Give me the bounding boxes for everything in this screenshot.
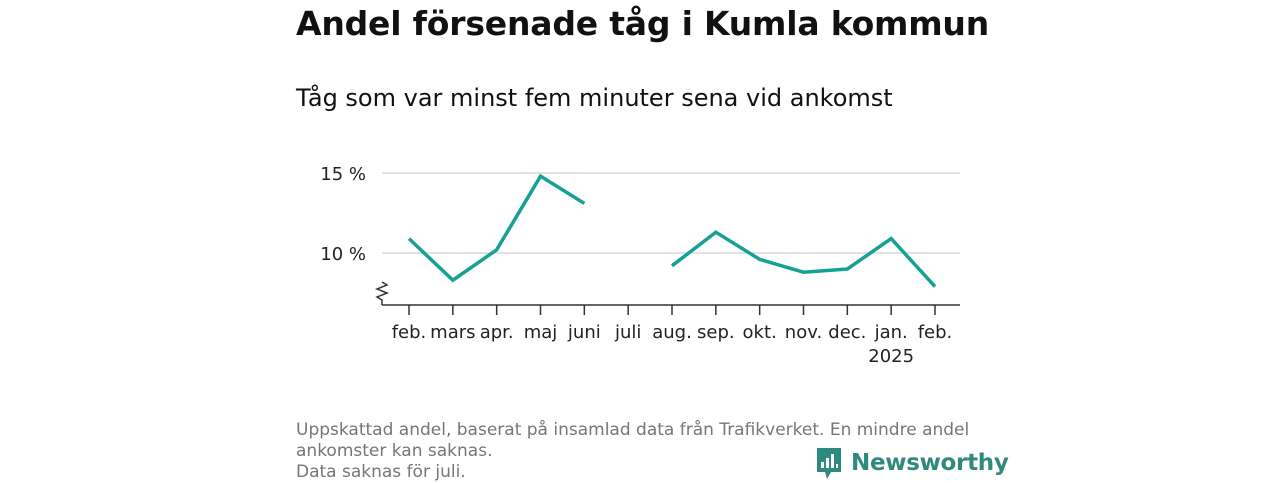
y-tick-label: 10 %	[320, 244, 366, 265]
series-lines	[407, 173, 937, 288]
x-tick-label: feb.	[918, 322, 953, 343]
x-tick-label: mars	[430, 322, 475, 343]
footnote: Uppskattad andel, baserat på insamlad da…	[296, 420, 986, 483]
x-tick-label: aug.	[652, 322, 692, 343]
x-tick-label: okt.	[743, 322, 777, 343]
brand-name: Newsworthy	[851, 450, 1009, 476]
series-line-segment	[407, 173, 586, 283]
x-year-label: 2025	[868, 346, 914, 367]
series-line-segment	[670, 230, 937, 288]
gridlines	[382, 172, 960, 254]
y-tick-labels: 10 % 15 %	[320, 164, 366, 265]
x-tick-label: sep.	[697, 322, 735, 343]
x-tick-label: apr.	[480, 322, 514, 343]
footnote-line-2: ankomster kan saknas.	[296, 441, 493, 461]
y-tick-label: 15 %	[320, 164, 366, 185]
newsworthy-logo-icon	[817, 448, 841, 479]
x-tick-labels: feb. mars apr. maj juni juli aug. sep. okt. nov. d…	[392, 305, 953, 367]
axis-break-icon	[374, 281, 390, 305]
footnote-line-3: Data saknas för juli.	[296, 462, 466, 482]
chart-title: Andel försenade tåg i Kumla kommun	[296, 4, 989, 43]
footnote-line-1: Uppskattad andel, baserat på insamlad da…	[296, 420, 970, 440]
x-axis	[374, 281, 960, 306]
brand-logo: Newsworthy	[815, 446, 1009, 480]
line-chart: 10 %15 % feb. mars apr. maj juni juli aug. sep.…	[320, 164, 960, 367]
x-tick-label: dec.	[828, 322, 866, 343]
x-tick-label: jan.	[874, 322, 908, 343]
chart-subtitle: Tåg som var minst fem minuter sena vid a…	[296, 84, 893, 112]
x-tick-label: maj	[524, 322, 558, 343]
x-tick-label: nov.	[785, 322, 822, 343]
x-tick-label: feb.	[392, 322, 427, 343]
x-tick-label: juni	[567, 322, 601, 343]
x-tick-label: juli	[614, 322, 641, 343]
